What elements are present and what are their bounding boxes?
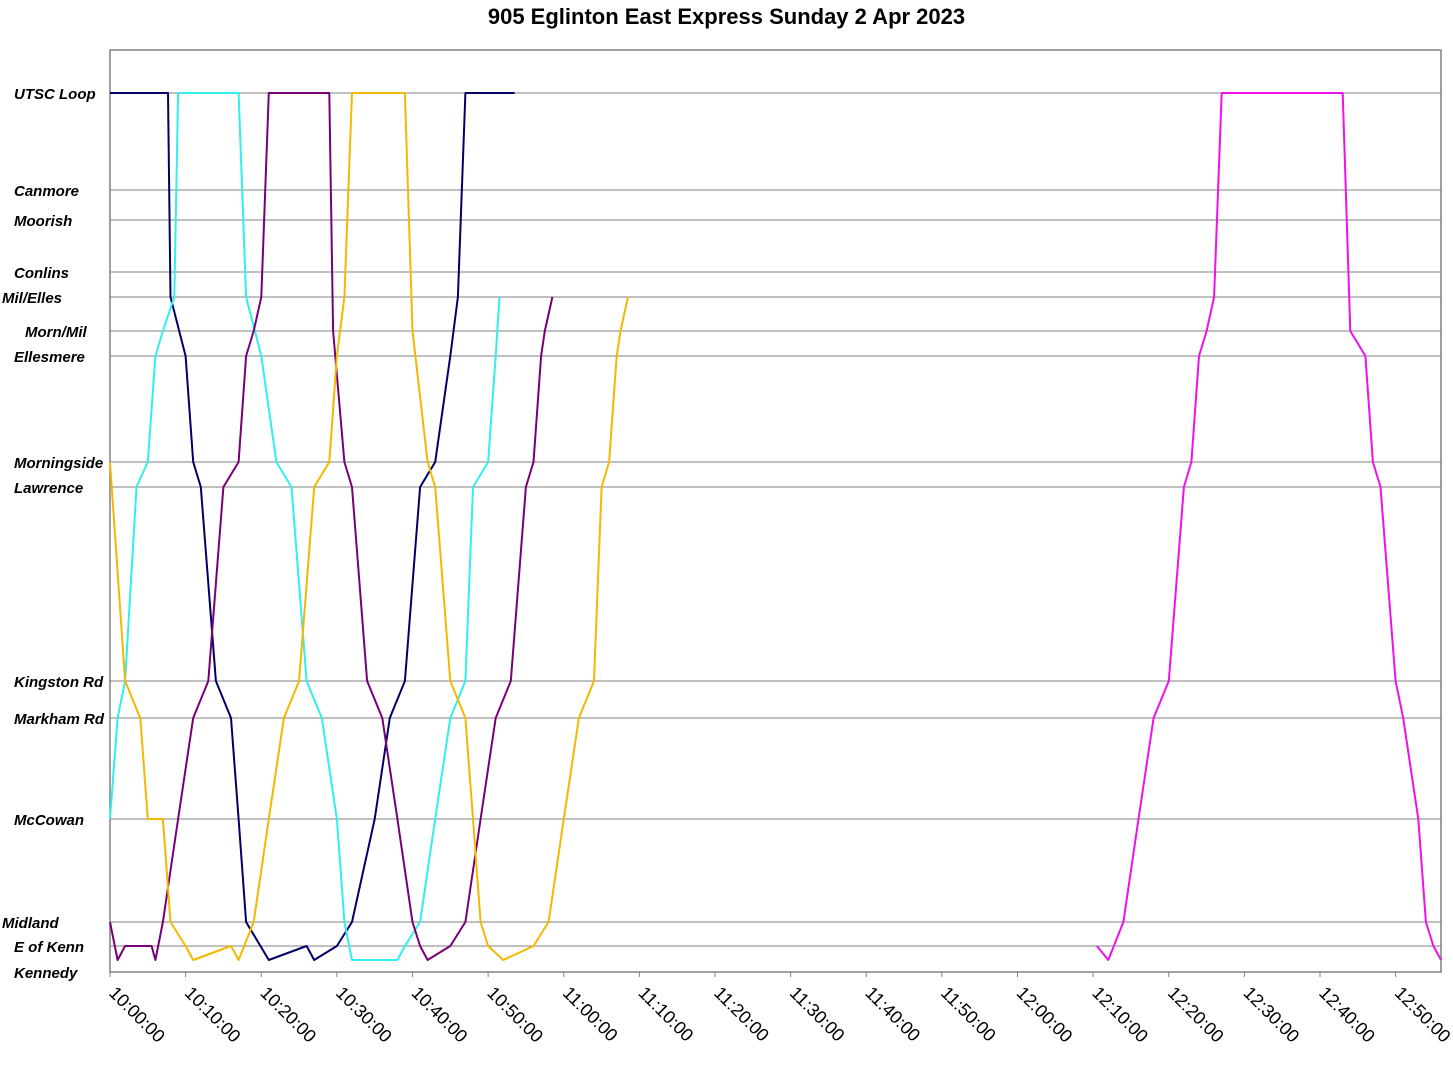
stop-label-e-of-kenn: E of Kenn [14,939,84,956]
x-tick-label: 10:00:00 [105,983,169,1047]
x-tick-label: 10:10:00 [181,983,245,1047]
x-tick-label: 11:50:00 [937,983,1000,1046]
x-tick-label: 12:50:00 [1391,983,1453,1047]
stop-label-utsc-loop: UTSC Loop [14,86,96,103]
stop-label-mil-elles: Mil/Elles [2,290,62,307]
x-tick-label: 11:10:00 [635,983,698,1046]
stop-labels: UTSC Loop Canmore Moorish Conlins Mil/Elles M… [2,86,105,982]
x-tick-label: 12:30:00 [1240,983,1304,1047]
x-tick-label: 11:20:00 [710,983,773,1046]
stop-label-markham-rd: Markham Rd [14,711,105,728]
series-line-cyan-1 [109,92,501,961]
series-line-purple-2 [109,92,554,961]
x-tick-label: 12:20:00 [1164,983,1228,1047]
stop-label-morn-mil: Morn/Mil [25,324,87,341]
series-lines [109,92,1442,961]
stop-label-midland: Midland [2,915,59,932]
stop-label-lawrence: Lawrence [14,480,83,497]
stop-label-kennedy: Kennedy [14,965,78,982]
x-tick-label: 10:30:00 [332,983,396,1047]
x-tick-label: 12:40:00 [1315,983,1379,1047]
series-line-gold-3 [109,92,629,961]
x-tick-label: 10:40:00 [408,983,472,1047]
x-axis-ticks: 10:00:00 10:10:00 10:20:00 10:30:00 10:40:00… [105,972,1453,1046]
chart-title: 905 Eglinton East Express Sunday 2 Apr 2… [487,4,966,29]
stop-label-moorish: Moorish [14,213,72,230]
stop-label-morningside: Morningside [14,455,103,472]
stop-label-conlins: Conlins [14,265,69,282]
stop-label-kingston-rd: Kingston Rd [14,674,104,691]
x-tick-label: 11:00:00 [559,983,622,1046]
x-tick-label: 11:30:00 [786,983,849,1046]
gridlines [110,92,1441,947]
plot-border [109,49,1442,973]
stop-label-canmore: Canmore [14,183,79,200]
x-tick-label: 11:40:00 [861,983,924,1046]
x-tick-label: 12:10:00 [1088,983,1152,1047]
x-tick-label: 10:50:00 [483,983,547,1047]
series-line-navy-0 [110,92,515,961]
series-line-magenta-4 [1096,92,1442,961]
stop-label-mccowan: McCowan [14,812,84,829]
x-tick-label: 10:20:00 [256,983,320,1047]
x-tick-label: 12:00:00 [1013,983,1077,1047]
stop-label-ellesmere: Ellesmere [14,349,85,366]
